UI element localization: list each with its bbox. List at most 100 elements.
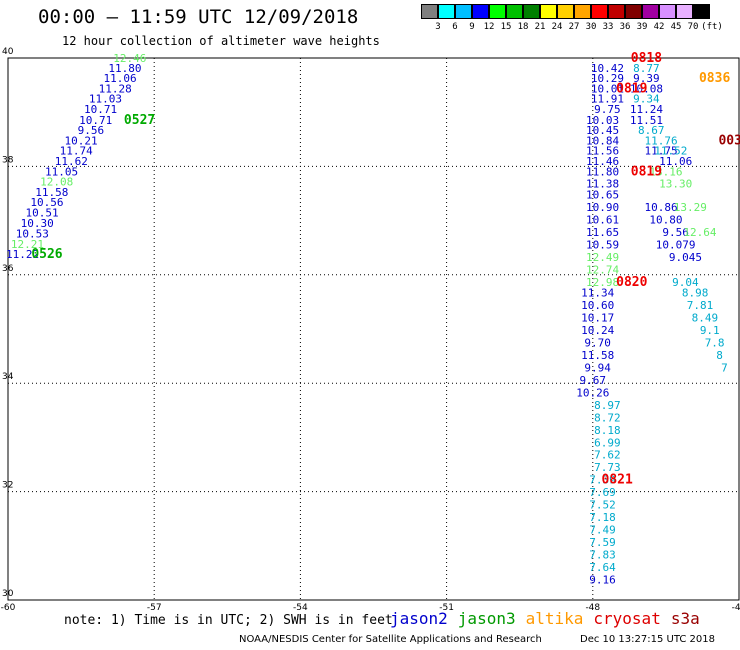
wave-height-value: 11.62 bbox=[55, 155, 88, 168]
wave-height-value: 7.73 bbox=[594, 461, 621, 474]
wave-height-value: 7.62 bbox=[594, 449, 621, 462]
plot-frame bbox=[7, 57, 740, 601]
wave-height-value: 12.49 bbox=[586, 251, 619, 264]
color-scale-unit: (ft) bbox=[701, 22, 723, 32]
wave-height-value: 12.64 bbox=[683, 226, 716, 239]
y-tick-label: 40 bbox=[2, 47, 14, 57]
wave-height-value: 10.08 bbox=[630, 82, 663, 95]
wave-height-value: 7 bbox=[721, 361, 728, 374]
wave-height-value: 11.80 bbox=[108, 62, 141, 75]
wave-height-value: 7.69 bbox=[589, 486, 616, 499]
wave-height-value: 9.67 bbox=[580, 374, 607, 387]
wave-height-value: 8.97 bbox=[594, 399, 621, 412]
wave-height-value: 11.51 bbox=[630, 114, 663, 127]
wave-height-value: 11.65 bbox=[586, 226, 619, 239]
color-swatch bbox=[659, 4, 676, 19]
wave-height-value: 11.38 bbox=[586, 178, 619, 191]
wave-height-value: 10.03 bbox=[586, 114, 619, 127]
wave-height-value: 10.61 bbox=[586, 214, 619, 227]
wave-height-value: 11.46 bbox=[586, 155, 619, 168]
wave-height-value: 9.39 bbox=[633, 72, 660, 85]
wave-height-value: 7.59 bbox=[589, 536, 616, 549]
wave-height-value: 8.98 bbox=[682, 287, 709, 300]
y-tick-label: 34 bbox=[2, 372, 14, 382]
color-swatch bbox=[642, 4, 659, 19]
wave-height-value: 10.59 bbox=[586, 238, 619, 251]
color-swatch bbox=[489, 4, 506, 19]
wave-height-value: 9.34 bbox=[633, 93, 660, 106]
color-scale-label: 27 bbox=[568, 22, 580, 32]
wave-height-value: 10.56 bbox=[30, 196, 63, 209]
wave-height-value: 11.58 bbox=[35, 186, 68, 199]
wave-height-value: 13.16 bbox=[649, 165, 682, 178]
wave-height-value: 10.65 bbox=[586, 189, 619, 202]
color-swatch bbox=[523, 4, 540, 19]
color-swatch bbox=[421, 4, 438, 19]
wave-height-value: 10.21 bbox=[65, 134, 98, 147]
wave-height-value: 10.60 bbox=[581, 299, 614, 312]
wave-height-value: 11.28 bbox=[99, 82, 132, 95]
color-scale-label: 15 bbox=[500, 22, 512, 32]
wave-height-value: 11.22 bbox=[6, 248, 39, 261]
wave-height-value: 9.16 bbox=[589, 573, 616, 586]
color-swatch bbox=[506, 4, 523, 19]
wave-height-value: 12.21 bbox=[11, 238, 44, 251]
pass-time-label: 0836 bbox=[699, 71, 730, 86]
color-swatch bbox=[608, 4, 625, 19]
color-swatch bbox=[574, 4, 591, 19]
wave-height-value: 8.18 bbox=[594, 424, 621, 437]
pass-time-label: 0818 bbox=[631, 51, 662, 66]
wave-height-value: 8.72 bbox=[594, 411, 621, 424]
chart-title: 00:00 – 11:59 UTC 12/09/2018 bbox=[38, 6, 359, 28]
wave-height-value: 10.84 bbox=[586, 134, 619, 147]
legend-cryosat: cryosat bbox=[593, 609, 661, 628]
wave-height-value: 6.99 bbox=[594, 436, 621, 449]
color-scale-label: 30 bbox=[585, 22, 597, 32]
wave-height-value: 10.71 bbox=[84, 103, 117, 116]
wave-height-value: 12.98 bbox=[586, 276, 619, 289]
wave-height-value: 10.42 bbox=[591, 62, 624, 75]
wave-height-value: 9.56 bbox=[78, 124, 105, 137]
legend-altika: altika bbox=[525, 609, 584, 628]
pass-time-label: 0527 bbox=[124, 113, 155, 128]
color-swatch bbox=[591, 4, 608, 19]
wave-height-value: 7.52 bbox=[589, 499, 616, 512]
wave-height-value: 11.91 bbox=[591, 93, 624, 106]
wave-height-value: 10.53 bbox=[16, 228, 49, 241]
pass-time-label: 0526 bbox=[31, 247, 62, 262]
wave-height-value: 11.76 bbox=[644, 134, 677, 147]
wave-height-value: 10.17 bbox=[581, 312, 614, 325]
pass-time-label: 0820 bbox=[616, 275, 647, 290]
wave-height-value: 12.46 bbox=[113, 52, 146, 65]
generation-timestamp: Dec 10 13:27:15 UTC 2018 bbox=[580, 634, 715, 645]
x-tick-label: -60 bbox=[1, 603, 16, 613]
wave-height-value: 11.74 bbox=[60, 145, 93, 158]
color-scale-label: 6 bbox=[452, 22, 458, 32]
wave-height-value: 7.81 bbox=[687, 299, 714, 312]
pass-time-label: 0038 bbox=[718, 133, 740, 148]
wave-height-value: 8.49 bbox=[692, 312, 719, 325]
color-swatch bbox=[693, 4, 710, 19]
color-scale-label: 42 bbox=[653, 22, 665, 32]
wave-height-value: 10.26 bbox=[576, 386, 609, 399]
chart-subtitle: 12 hour collection of altimeter wave hei… bbox=[62, 34, 380, 48]
wave-height-value: 7.18 bbox=[589, 511, 616, 524]
legend-jason2: jason2 bbox=[390, 609, 448, 628]
wave-height-value: 9.1 bbox=[700, 324, 720, 337]
wave-height-value: 10.24 bbox=[581, 324, 614, 337]
wave-height-value: 11.52 bbox=[654, 145, 687, 158]
wave-height-value: 8.77 bbox=[633, 62, 660, 75]
satellite-legend: jason2 jason3 altika cryosat s3a bbox=[390, 609, 710, 628]
wave-height-value: 8 bbox=[716, 349, 723, 362]
wave-height-value: 11.05 bbox=[45, 165, 78, 178]
color-swatch bbox=[455, 4, 472, 19]
wave-height-value: 7.49 bbox=[589, 524, 616, 537]
wave-height-value: 10.45 bbox=[586, 124, 619, 137]
color-scale-label: 21 bbox=[534, 22, 546, 32]
wave-height-value: 10.80 bbox=[649, 214, 682, 227]
color-swatch bbox=[438, 4, 455, 19]
wave-height-value: 9.94 bbox=[584, 361, 611, 374]
wave-height-value: 7.8 bbox=[705, 337, 725, 350]
x-tick-label: -48 bbox=[585, 603, 600, 613]
